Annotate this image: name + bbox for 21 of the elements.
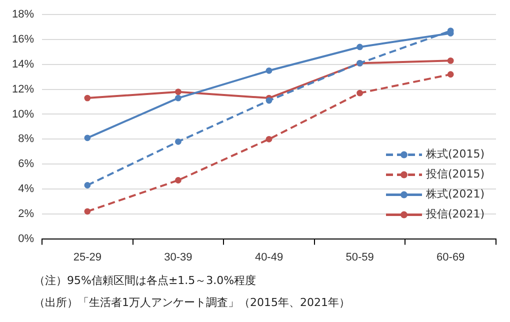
x-tick-label: 60-69 [436, 251, 465, 264]
x-tick-label: 30-39 [164, 251, 192, 264]
y-tick-label: 8% [18, 133, 34, 146]
y-tick-label: 18% [12, 8, 34, 21]
y-tick-label: 4% [18, 183, 34, 196]
x-tick-label: 25-29 [73, 251, 102, 264]
y-tick-label: 12% [12, 83, 34, 96]
legend-label: 株式(2015) [425, 148, 485, 161]
y-tick-label: 2% [18, 208, 34, 220]
y-tick-label: 6% [18, 158, 34, 170]
y-tick-label: 0% [18, 232, 34, 245]
x-tick-label: 40-49 [254, 251, 284, 264]
text: （注）95%信頼区間は各点±1.5～3.0%程度 [34, 273, 258, 289]
y-tick-label: 10% [12, 108, 34, 120]
y-tick-label: 14% [12, 58, 34, 70]
y-tick-label: 16% [12, 34, 34, 46]
legend-label: 投信(2021) [425, 208, 485, 221]
x-tick-label: 50-59 [346, 251, 374, 264]
legend-label: 投信(2015) [425, 168, 485, 181]
legend-label: 株式(2021) [425, 188, 485, 201]
text: （出所）「生活者1万人アンケート調査」（2015年、2021年） [34, 295, 351, 311]
